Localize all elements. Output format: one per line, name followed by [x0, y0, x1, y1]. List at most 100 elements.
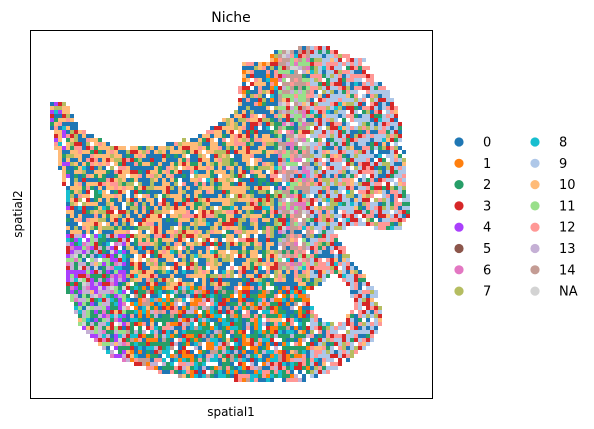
spot-point	[266, 134, 270, 138]
spot-point	[258, 178, 262, 182]
spot-point	[354, 334, 358, 338]
spot-point	[330, 350, 334, 354]
spot-point	[230, 266, 234, 270]
spot-point	[162, 286, 166, 290]
spot-point	[274, 326, 278, 330]
spot-point	[278, 114, 282, 118]
spot-point	[282, 234, 286, 238]
spot-point	[202, 222, 206, 226]
spot-point	[142, 314, 146, 318]
spot-point	[146, 270, 150, 274]
spot-point	[270, 330, 274, 334]
spot-point	[314, 142, 318, 146]
spot-point	[258, 322, 262, 326]
spot-point	[346, 350, 350, 354]
spot-point	[306, 86, 310, 90]
spot-point	[246, 370, 250, 374]
spot-point	[278, 258, 282, 262]
spot-point	[346, 214, 350, 218]
spot-point	[226, 286, 230, 290]
spot-point	[350, 330, 354, 334]
spot-point	[250, 110, 254, 114]
spot-point	[74, 242, 78, 246]
spot-point	[238, 318, 242, 322]
spot-point	[386, 210, 390, 214]
spot-point	[234, 358, 238, 362]
spot-point	[242, 110, 246, 114]
spot-point	[338, 94, 342, 98]
spot-point	[282, 86, 286, 90]
spot-point	[342, 338, 346, 342]
spot-point	[250, 230, 254, 234]
spot-point	[138, 310, 142, 314]
spot-point	[194, 334, 198, 338]
spot-point	[262, 62, 266, 66]
spot-point	[214, 262, 218, 266]
spot-point	[314, 62, 318, 66]
spot-point	[238, 326, 242, 330]
spot-point	[170, 226, 174, 230]
spot-point	[178, 334, 182, 338]
spot-point	[314, 166, 318, 170]
spot-point	[342, 110, 346, 114]
spot-point	[230, 330, 234, 334]
spot-point	[362, 334, 366, 338]
spot-point	[298, 294, 302, 298]
spot-point	[126, 202, 130, 206]
spot-point	[314, 50, 318, 54]
spot-point	[282, 274, 286, 278]
spot-point	[370, 142, 374, 146]
spot-point	[282, 154, 286, 158]
spot-point	[310, 62, 314, 66]
spot-point	[102, 250, 106, 254]
spot-point	[322, 46, 326, 50]
spot-point	[186, 166, 190, 170]
spot-point	[86, 178, 90, 182]
spot-point	[158, 158, 162, 162]
spot-point	[218, 202, 222, 206]
spot-point	[322, 162, 326, 166]
spot-point	[182, 182, 186, 186]
spot-point	[182, 278, 186, 282]
spot-point	[350, 118, 354, 122]
spot-point	[238, 206, 242, 210]
spot-point	[158, 230, 162, 234]
spot-point	[178, 370, 182, 374]
spot-point	[214, 254, 218, 258]
spot-point	[134, 170, 138, 174]
spot-point	[74, 186, 78, 190]
spot-point	[366, 218, 370, 222]
spot-point	[142, 230, 146, 234]
spot-point	[138, 322, 142, 326]
spot-point	[294, 334, 298, 338]
spot-point	[398, 174, 402, 178]
spot-point	[234, 366, 238, 370]
spot-point	[394, 194, 398, 198]
spot-point	[398, 206, 402, 210]
spot-point	[290, 114, 294, 118]
spot-point	[174, 302, 178, 306]
spot-point	[158, 334, 162, 338]
spot-point	[394, 186, 398, 190]
spot-point	[246, 102, 250, 106]
spot-point	[138, 334, 142, 338]
spot-point	[130, 302, 134, 306]
spot-point	[294, 362, 298, 366]
spot-point	[142, 202, 146, 206]
spot-point	[294, 122, 298, 126]
spot-point	[262, 146, 266, 150]
spot-point	[218, 266, 222, 270]
spot-point	[190, 254, 194, 258]
spot-point	[58, 142, 62, 146]
spot-point	[74, 222, 78, 226]
spot-point	[202, 266, 206, 270]
spot-point	[154, 150, 158, 154]
spot-point	[270, 86, 274, 90]
spot-point	[90, 262, 94, 266]
spot-point	[146, 186, 150, 190]
spot-point	[94, 290, 98, 294]
spot-point	[374, 214, 378, 218]
spot-point	[266, 226, 270, 230]
spot-point	[146, 354, 150, 358]
spot-point	[106, 206, 110, 210]
